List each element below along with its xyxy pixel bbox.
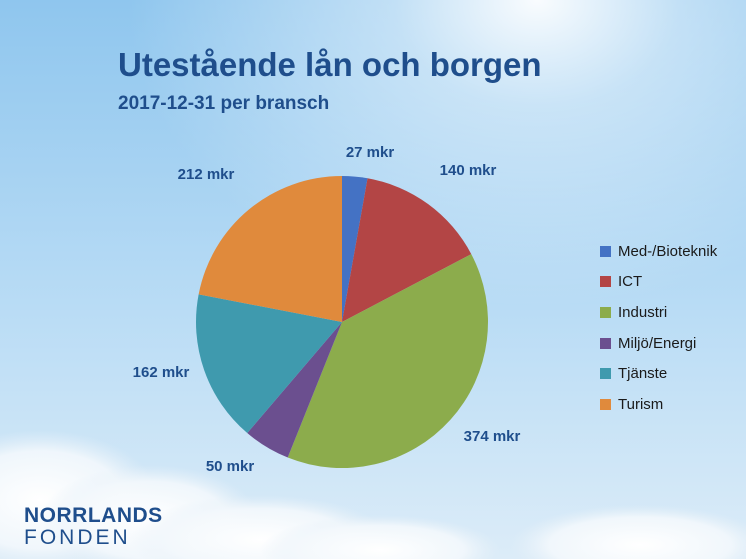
legend-label: Turism	[618, 395, 664, 413]
legend: Med-/Bioteknik ICT Industri Miljö/Energi Tjä…	[600, 236, 717, 420]
legend-label: Med-/Bioteknik	[618, 242, 718, 260]
logo-line1: NORRLANDS	[24, 504, 163, 527]
legend-item-3: Industri	[600, 297, 717, 328]
legend-swatch	[600, 398, 611, 410]
legend-item-6: Turism	[600, 389, 717, 420]
legend-swatch	[600, 245, 611, 257]
data-label-3: 374 mkr	[464, 428, 521, 445]
pie-slice-1	[342, 176, 368, 322]
data-label-6: 212 mkr	[178, 166, 235, 183]
chart-title: Utestående lån och borgen	[118, 46, 542, 83]
legend-label: ICT	[618, 273, 643, 291]
legend-swatch	[600, 306, 611, 318]
pie-slice-6	[198, 176, 342, 322]
data-label-2: 140 mkr	[440, 162, 497, 179]
norrlandsfonden-logo: NORRLANDS FONDEN	[24, 504, 163, 549]
legend-item-4: Miljö/Energi	[600, 328, 717, 359]
pie-slice-4	[247, 322, 342, 458]
logo-line2: FONDEN	[24, 526, 131, 549]
chart-subtitle: 2017-12-31 per bransch	[118, 93, 330, 114]
legend-item-2: ICT	[600, 267, 717, 298]
legend-swatch	[600, 276, 611, 288]
legend-label: Industri	[618, 303, 668, 321]
data-label-1: 27 mkr	[346, 144, 395, 161]
data-label-5: 162 mkr	[133, 364, 190, 381]
legend-item-5: Tjänste	[600, 358, 717, 389]
pie-slice-3	[287, 254, 488, 468]
data-labels: 27 mkr 140 mkr 374 mkr 50 mkr 162 mkr 212 mkr	[133, 144, 521, 475]
pie-slice-2	[342, 178, 472, 322]
legend-swatch	[600, 368, 611, 380]
legend-label: Miljö/Energi	[618, 334, 697, 352]
data-label-4: 50 mkr	[206, 458, 255, 475]
legend-item-1: Med-/Bioteknik	[600, 236, 717, 267]
pie-slices	[195, 176, 488, 468]
cloud-decoration	[0, 430, 746, 559]
pie-slice-5	[195, 294, 342, 434]
legend-swatch	[600, 337, 611, 349]
legend-label: Tjänste	[618, 365, 668, 383]
